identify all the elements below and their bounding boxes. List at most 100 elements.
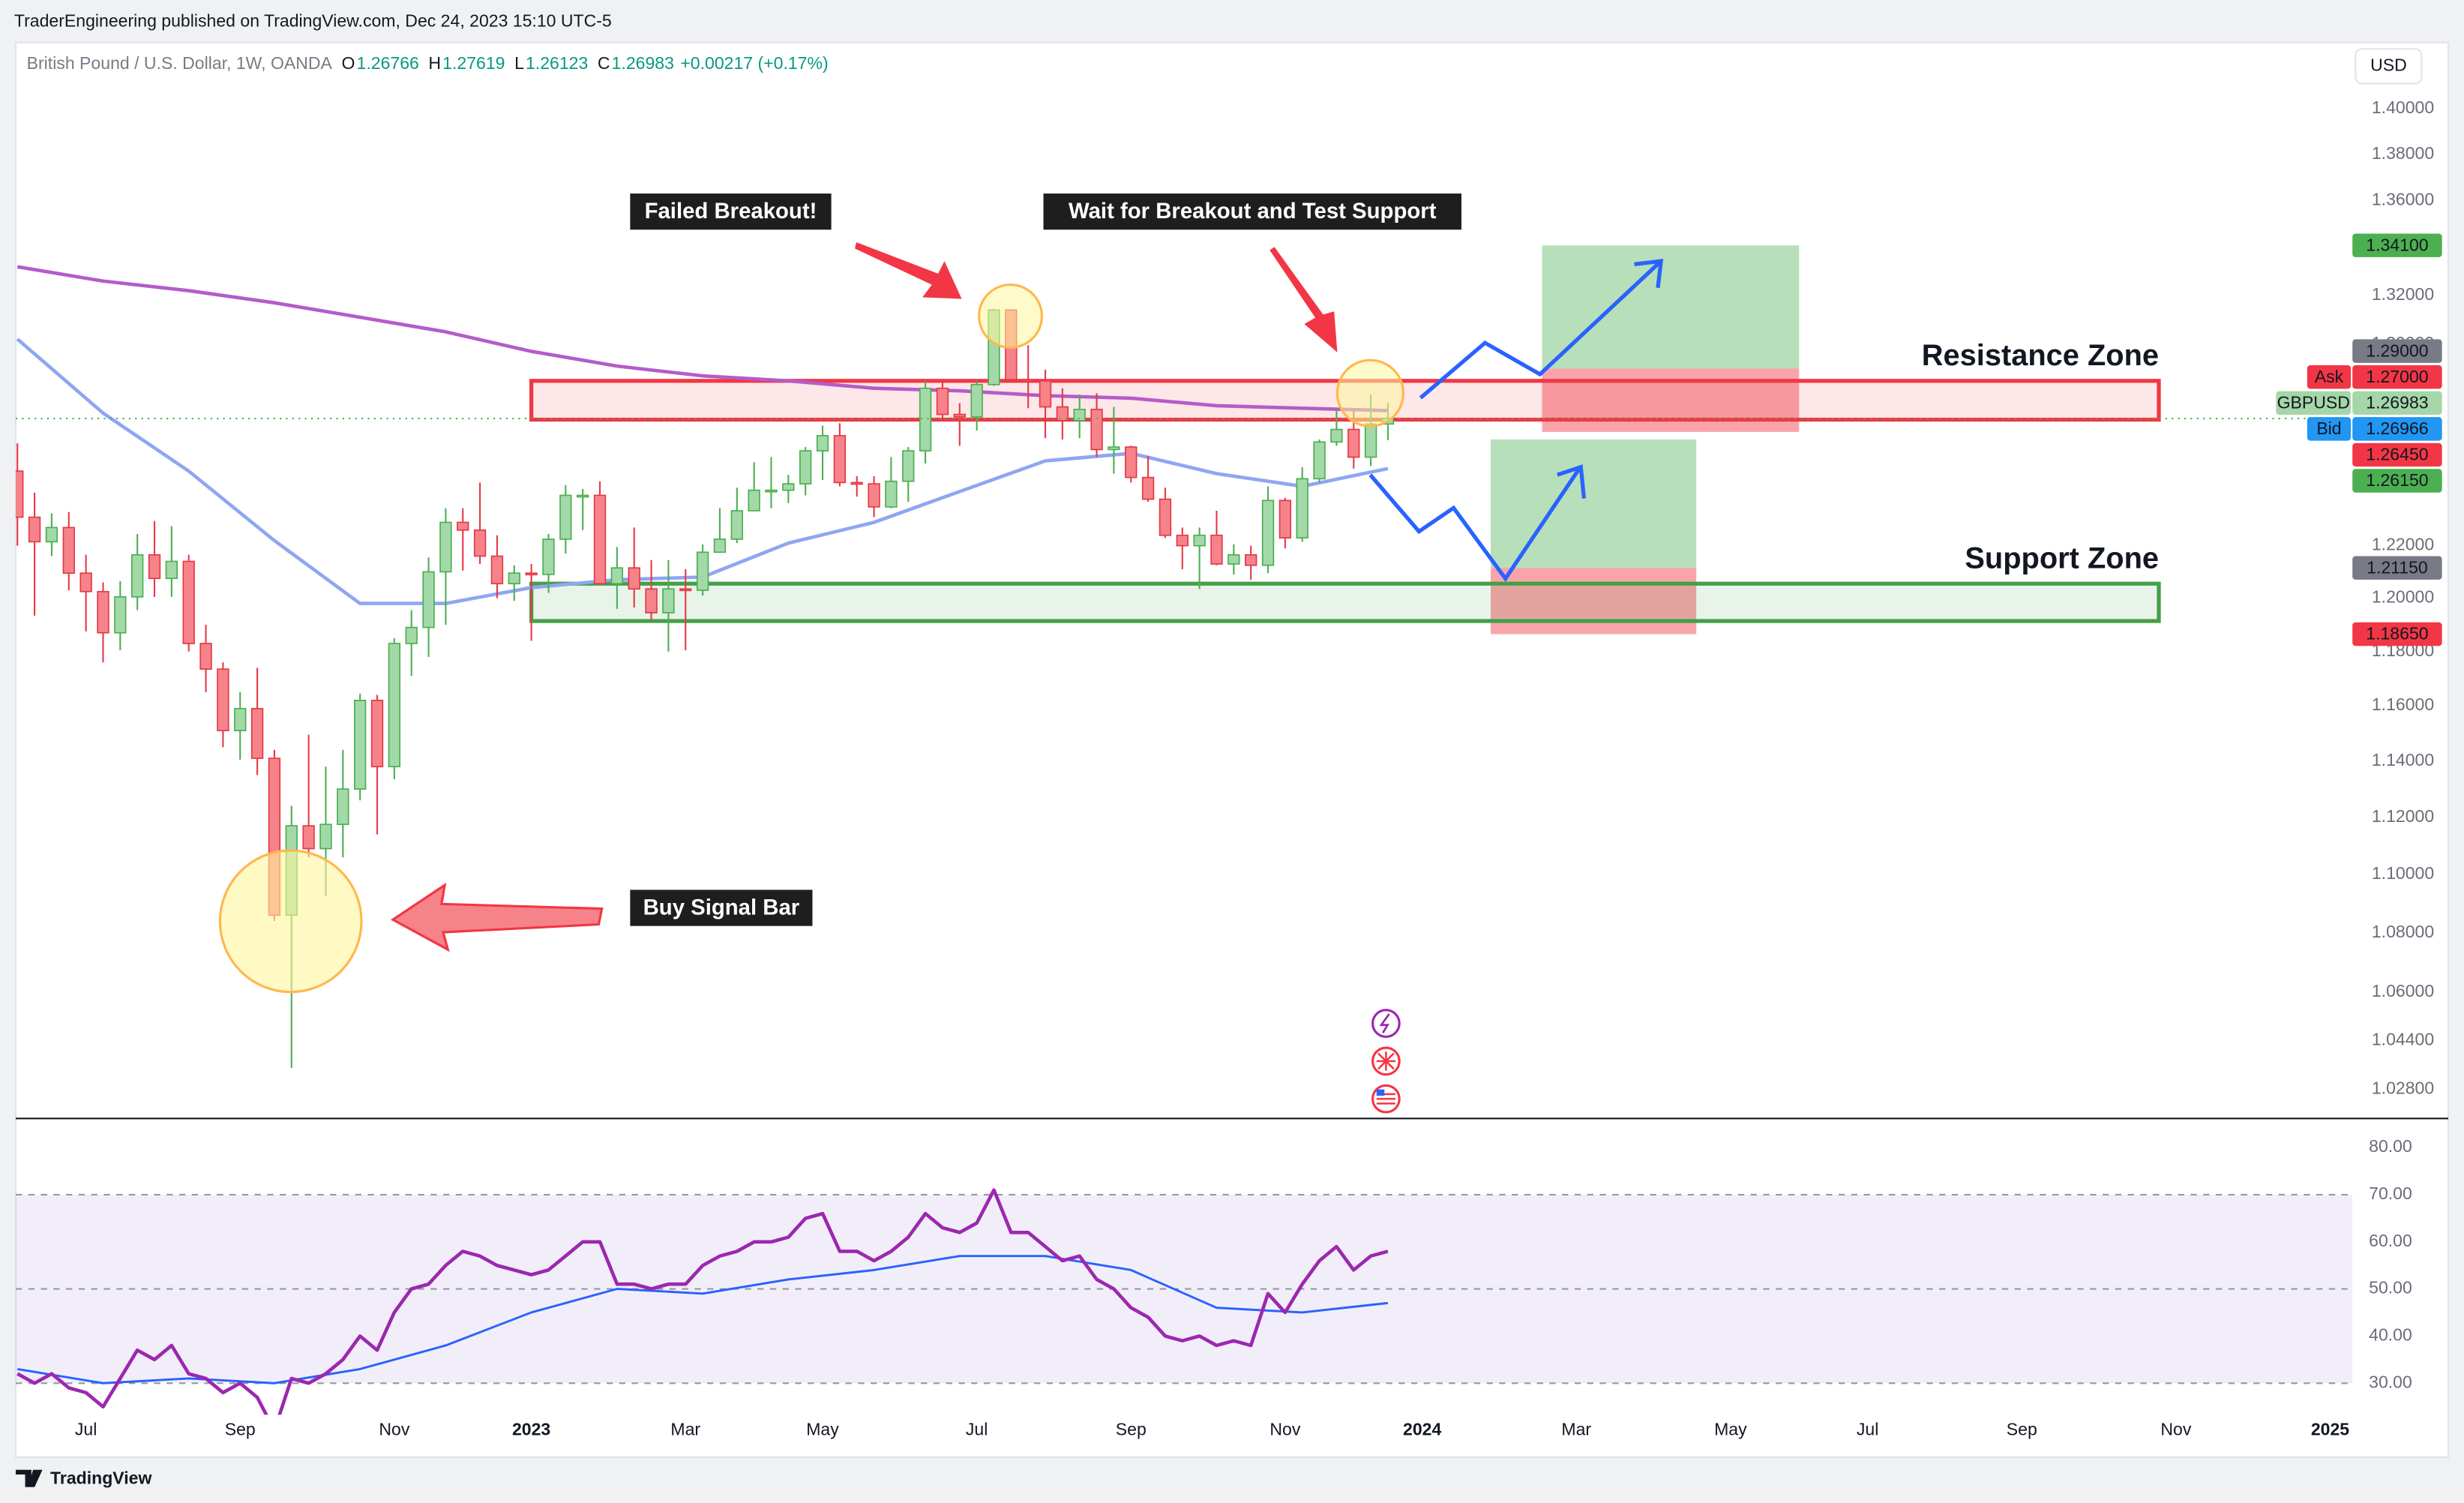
candle-body <box>662 588 675 614</box>
stop-box <box>1491 568 1697 634</box>
rsi-tick-label: 30.00 <box>2369 1372 2412 1391</box>
price-tag-label: GBPUSD <box>2277 392 2350 412</box>
candle-body <box>473 529 487 557</box>
candle-body <box>765 489 778 493</box>
x-tick-label: Sep <box>1116 1419 1147 1438</box>
candle-body <box>1125 446 1138 478</box>
y-tick-label: 1.08000 <box>2372 922 2434 941</box>
candle-body <box>953 413 966 418</box>
price-badge <box>2352 233 2442 257</box>
candle-body <box>1193 534 1206 547</box>
candle-body <box>1056 406 1069 422</box>
candle-body <box>28 516 41 543</box>
annotation-box <box>1043 194 1461 230</box>
price-tag <box>2307 364 2352 389</box>
x-tick-label: Sep <box>2007 1419 2037 1438</box>
zone-label: Support Zone <box>1965 542 2159 574</box>
price-badge-label: 1.34100 <box>2366 235 2428 254</box>
x-tick-label: Mar <box>1561 1419 1591 1438</box>
candle-body <box>1039 380 1052 408</box>
candle-body <box>439 521 452 573</box>
candle-body <box>559 494 572 540</box>
candle-body <box>1073 409 1086 422</box>
y-tick-label: 1.40000 <box>2372 98 2434 117</box>
annotation-box <box>630 194 832 230</box>
legend: British Pound / U.S. Dollar, 1W, OANDA O 1… <box>27 53 829 73</box>
candle-body <box>713 538 727 554</box>
x-tick-label: Nov <box>379 1419 409 1438</box>
change: +0.00217 (+0.17%) <box>680 53 828 73</box>
arrow <box>855 242 962 299</box>
event-icon-glyph <box>1379 1013 1390 1034</box>
candle-body <box>1313 441 1326 480</box>
highlight-circle <box>218 849 363 994</box>
candle-body <box>319 824 332 850</box>
x-tick-label: Sep <box>225 1419 256 1438</box>
rsi-tick-label: 80.00 <box>2369 1136 2412 1156</box>
highlight-circle <box>1335 358 1404 428</box>
projection-head <box>1634 259 1664 289</box>
price-tag <box>2307 417 2352 441</box>
candle-body <box>199 643 212 670</box>
rsi-tick-label: 70.00 <box>2369 1184 2412 1203</box>
candle-body <box>114 596 127 634</box>
ohlc-label: H <box>428 53 441 73</box>
candle-body <box>217 668 229 731</box>
x-tick-label: Nov <box>1269 1419 1300 1438</box>
ohlc-value: 1.26983 <box>612 53 674 73</box>
x-tick-label: Mar <box>670 1419 700 1438</box>
price-badge <box>2352 364 2442 389</box>
candle-body <box>1278 500 1292 539</box>
candle-body <box>1364 423 1377 458</box>
y-tick-label: 1.36000 <box>2372 190 2434 209</box>
event-icon[interactable] <box>1371 1009 1401 1038</box>
currency-button[interactable] <box>2355 48 2423 85</box>
candle-body <box>936 387 949 416</box>
candle-body <box>422 571 435 628</box>
candle-body <box>1330 428 1343 443</box>
candle-body <box>593 494 607 585</box>
arrow <box>390 882 604 952</box>
candle-body <box>302 825 315 850</box>
candle-body <box>1176 534 1189 547</box>
y-tick-label: 1.14000 <box>2372 750 2434 770</box>
price-badge <box>2352 417 2442 441</box>
candle-body <box>250 707 264 759</box>
annotation: Wait for Breakout and Test Support <box>1069 199 1437 224</box>
annotation: Buy Signal Bar <box>643 895 800 920</box>
target-box <box>1491 439 1697 568</box>
zone <box>529 581 2161 623</box>
overlay: Failed Breakout! Wait for Breakout and T… <box>218 194 2159 1114</box>
candle-body <box>148 554 161 580</box>
price-badge-label: 1.27000 <box>2366 367 2428 386</box>
rsi-tick-label: 50.00 <box>2369 1278 2412 1298</box>
candle-body <box>388 643 401 768</box>
price-badge <box>2352 391 2442 416</box>
price-badge-label: 1.26150 <box>2366 470 2428 490</box>
ohlc-value: 1.26766 <box>357 53 419 73</box>
ohlc-label: C <box>598 53 610 73</box>
candle-body <box>576 494 589 498</box>
candle-body <box>970 383 983 418</box>
event-icon-glyph <box>1376 1089 1385 1096</box>
candle-body <box>508 572 520 585</box>
price-badge-label: 1.29000 <box>2366 340 2428 360</box>
annotation: Failed Breakout! <box>645 199 817 224</box>
price-badge <box>2352 442 2442 467</box>
candle-body <box>62 526 75 574</box>
candle-body <box>1141 476 1155 500</box>
candle-body <box>542 538 555 575</box>
candle-body <box>165 560 178 580</box>
projection-head <box>1556 464 1587 499</box>
candle-body <box>850 482 863 485</box>
candle-body <box>730 510 743 540</box>
y-tick-label: 1.12000 <box>2372 806 2434 826</box>
currency[interactable]: USD <box>2370 55 2407 74</box>
projection <box>1368 467 1581 583</box>
ohlc-label: L <box>514 53 524 73</box>
price-badge <box>2352 556 2442 580</box>
candle-body <box>885 480 898 508</box>
candle-body <box>1245 554 1257 566</box>
